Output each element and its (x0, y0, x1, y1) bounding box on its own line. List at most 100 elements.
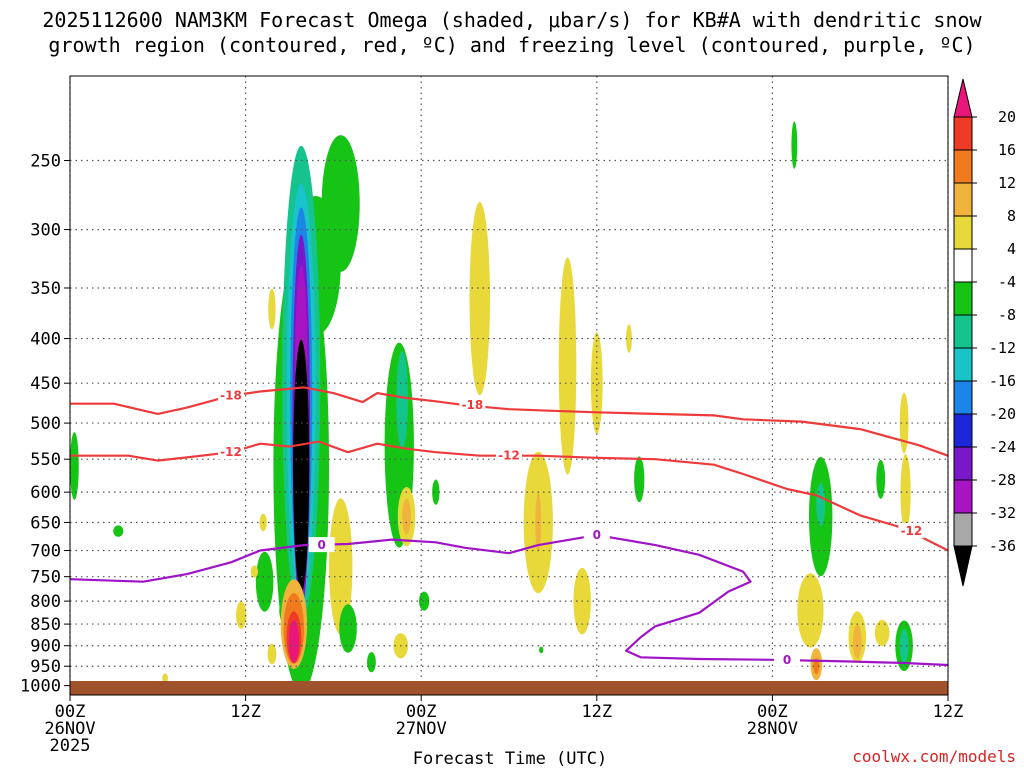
y-tick-label-300: 300 (30, 221, 61, 241)
colorbar-swatch-11 (953, 446, 973, 481)
colorbar-swatch-10 (953, 413, 973, 448)
colorbar-label-12: -32 (989, 504, 1016, 522)
omega-shading (70, 121, 913, 693)
colorbar: 20 16 12 8 4 -4 -8 -12 -16 -20 -24 -28 -32 -36 (953, 78, 1016, 587)
y-tick-label-750: 750 (30, 568, 61, 588)
y-axis: 2503003504004505005506006507007508008509… (20, 152, 70, 697)
omega-region-52 (900, 454, 911, 531)
chart-title-line2: growth region (contoured, red, ºC) and f… (48, 33, 975, 57)
omega-region-49 (852, 624, 862, 659)
omega-region-36 (558, 257, 577, 475)
x-tick-label-24-2: 27NOV (396, 719, 447, 739)
x-tick-label-0-3: 2025 (50, 736, 91, 756)
freezing-level-contour (69, 534, 949, 667)
colorbar-label-1: 16 (998, 141, 1016, 159)
omega-region-16 (113, 525, 124, 537)
colorbar-label-9: -20 (989, 405, 1016, 423)
dgz-minus12-label-3: -12 (901, 524, 923, 538)
colorbar-swatch-14 (953, 545, 973, 587)
omega-region-27 (396, 351, 409, 449)
y-tick-label-600: 600 (30, 483, 61, 503)
y-tick-label-550: 550 (30, 450, 61, 470)
dgz-minus18-label-2: -18 (462, 398, 484, 412)
y-tick-label-1000: 1000 (20, 677, 61, 697)
colorbar-label-3: 8 (1007, 207, 1016, 225)
dgz-minus12-label-2-bg (496, 447, 522, 463)
freezing-label-3-bg (774, 651, 801, 667)
y-tick-label-950: 950 (30, 657, 61, 677)
freezing-label-2-bg (583, 527, 610, 543)
omega-region-25 (367, 652, 376, 673)
colorbar-swatch-7 (953, 314, 973, 349)
x-axis-label: Forecast Time (UTC) (413, 749, 607, 768)
x-tick-label-12-1: 12Z (230, 702, 261, 722)
y-tick-label-400: 400 (30, 330, 61, 350)
omega-region-33 (469, 201, 490, 396)
omega-region-15 (70, 432, 79, 500)
colorbar-label-8: -16 (989, 372, 1016, 390)
x-tick-label-48-2: 28NOV (747, 719, 798, 739)
y-tick-label-800: 800 (30, 592, 61, 612)
colorbar-swatch-6 (953, 281, 973, 316)
plot-area: -18 -18 -12 -12 -12 0 0 0 (69, 75, 949, 696)
colorbar-label-5: -4 (998, 273, 1016, 291)
omega-region-24 (339, 604, 357, 653)
freezing-label-3: 0 (783, 653, 791, 667)
colorbar-swatch-8 (953, 347, 973, 382)
omega-region-39 (626, 324, 632, 353)
y-tick-label-350: 350 (30, 279, 61, 299)
dgz-minus12-label-3-bg (898, 523, 925, 539)
y-tick-label-500: 500 (30, 414, 61, 434)
colorbar-swatch-9 (953, 380, 973, 415)
x-tick-label-24-1: 00Z (406, 702, 437, 722)
omega-region-42 (791, 121, 798, 169)
colorbar-swatch-12 (953, 479, 973, 514)
dgz-minus12-label-1-bg (217, 444, 244, 460)
colorbar-swatch-2 (953, 149, 973, 184)
colorbar-label-13: -36 (989, 537, 1016, 555)
omega-region-8 (293, 339, 310, 593)
omega-region-17 (236, 601, 247, 629)
omega-region-20 (162, 673, 169, 683)
x-tick-label-0-2: 26NOV (44, 719, 95, 739)
x-tick-label-48-1: 00Z (757, 702, 788, 722)
x-tick-label-36-1: 12Z (581, 702, 612, 722)
plot-border (69, 75, 949, 696)
colorbar-label-6: -8 (998, 306, 1016, 324)
terrain-band (70, 681, 948, 695)
colorbar-swatch-5 (953, 248, 973, 283)
contours: -18 -18 -12 -12 -12 0 0 0 (69, 386, 949, 667)
y-tick-label-700: 700 (30, 542, 61, 562)
y-tick-label-650: 650 (30, 513, 61, 533)
omega-region-2 (321, 135, 360, 272)
freezing-label-2: 0 (593, 528, 601, 542)
omega-region-47 (813, 658, 820, 675)
omega-region-54 (899, 628, 909, 663)
y-tick-label-850: 850 (30, 615, 61, 635)
dgz-minus18-label-1: -18 (220, 389, 242, 403)
credit-link[interactable]: coolwx.com/models (852, 747, 1016, 766)
omega-region-38 (590, 332, 603, 434)
colorbar-swatch-0 (953, 78, 973, 118)
colorbar-label-11: -28 (989, 471, 1016, 489)
colorbar-label-4: 4 (1007, 240, 1016, 258)
omega-region-55 (874, 619, 890, 646)
dgz-minus18-contour (70, 386, 949, 457)
dgz-minus12-label-1: -12 (220, 445, 242, 459)
omega-region-30 (419, 591, 430, 611)
omega-region-14 (255, 551, 274, 612)
omega-region-51 (899, 392, 909, 454)
omega-region-22 (268, 288, 276, 330)
omega-region-32 (432, 479, 440, 505)
colorbar-label-0: 20 (998, 108, 1016, 126)
y-tick-label-900: 900 (30, 637, 61, 657)
omega-region-19 (250, 565, 259, 578)
omega-region-40 (634, 456, 645, 503)
colorbar-swatch-1 (953, 116, 973, 151)
colorbar-label-2: 12 (998, 174, 1016, 192)
omega-region-21 (267, 643, 277, 665)
colorbar-label-10: -24 (989, 438, 1016, 456)
x-tick-label-0-1: 00Z (55, 702, 86, 722)
